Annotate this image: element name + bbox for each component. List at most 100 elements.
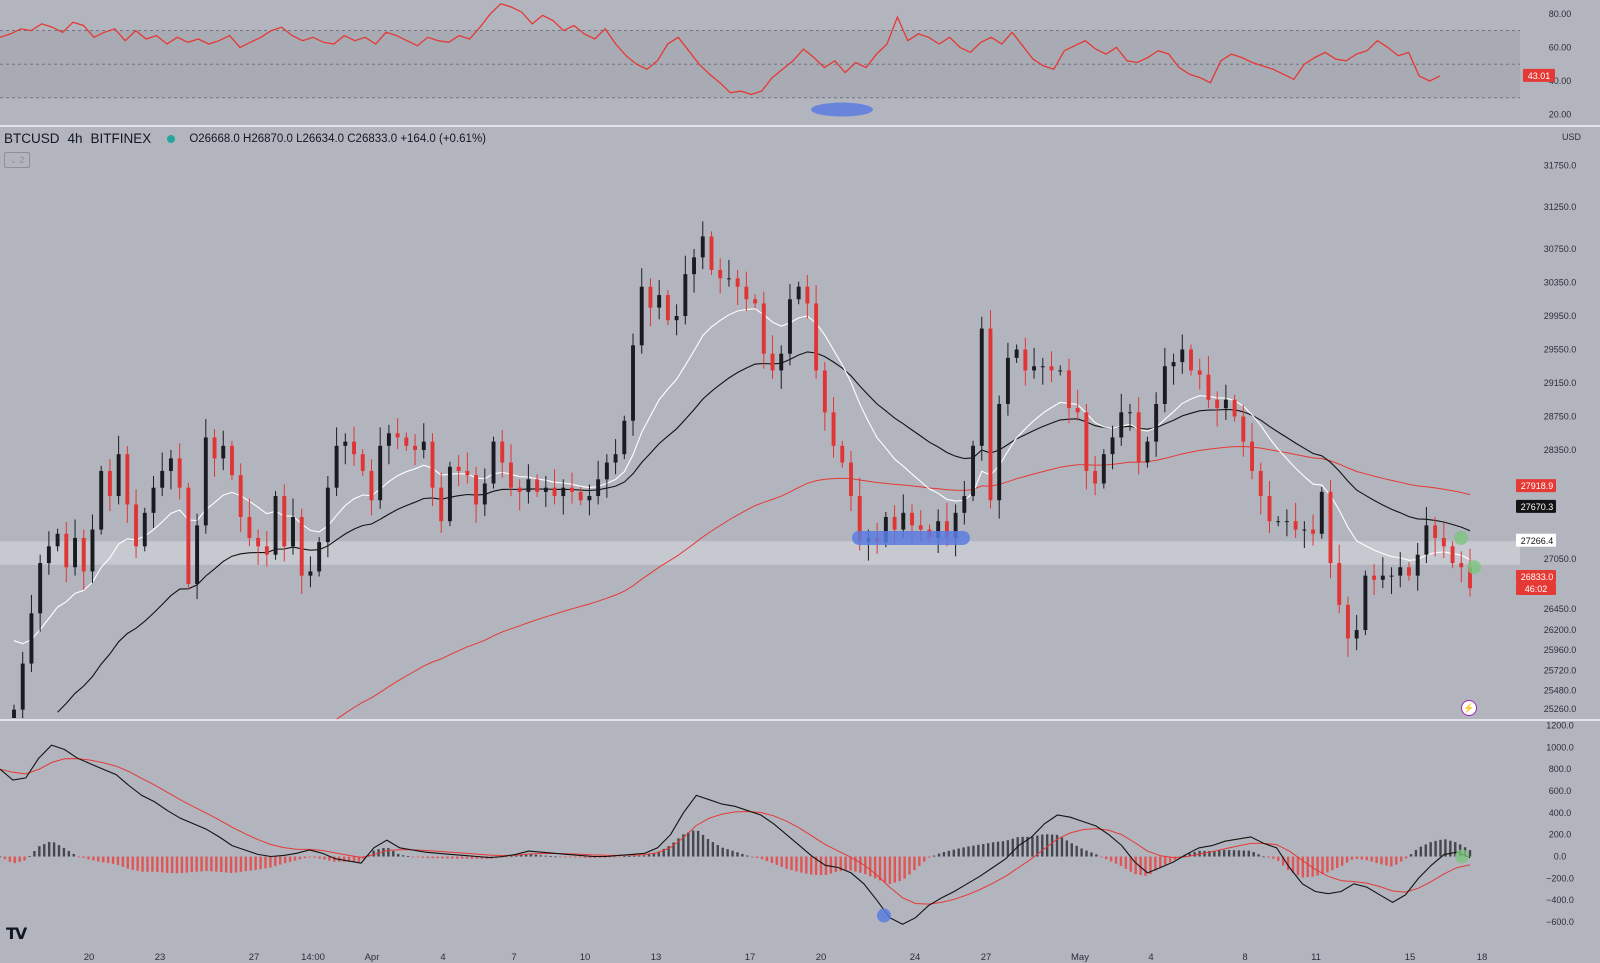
- candle-body: [596, 479, 601, 497]
- macd-histogram-bar: [175, 856, 179, 874]
- candle-body: [517, 487, 522, 492]
- macd-histogram-bar: [106, 856, 110, 864]
- x-axis-tick: 17: [745, 952, 756, 963]
- x-axis-tick: 27: [249, 952, 260, 963]
- candle-body: [1267, 496, 1272, 522]
- macd-histogram-bar: [1296, 856, 1300, 876]
- macd-histogram-bar: [77, 856, 80, 858]
- candle-body: [20, 663, 25, 710]
- macd-histogram-bar: [1080, 848, 1083, 857]
- candle-body: [343, 441, 348, 446]
- candle-body: [787, 299, 792, 354]
- candle-body: [1424, 525, 1429, 555]
- macd-y-tick: 0.0: [1554, 852, 1567, 862]
- candle-body: [151, 487, 156, 513]
- macd-histogram-bar: [731, 850, 734, 857]
- macd-histogram-bar: [701, 834, 705, 857]
- interval-label[interactable]: 4h: [67, 131, 83, 146]
- price-tag-label: 27266.4: [1521, 536, 1554, 546]
- macd-y-tick: −400.0: [1546, 895, 1574, 905]
- macd-histogram-bar: [38, 846, 41, 857]
- candle-body: [814, 303, 819, 371]
- price-y-tick: 27050.0: [1544, 554, 1577, 564]
- macd-histogram-bar: [1404, 856, 1408, 859]
- candle-body: [953, 512, 958, 538]
- candle-body: [1398, 567, 1403, 576]
- candle-body: [203, 437, 208, 526]
- macd-histogram-bar: [1267, 856, 1270, 858]
- macd-histogram-bar: [1070, 843, 1073, 857]
- macd-histogram-bar: [1109, 856, 1113, 862]
- price-y-tick: 26450.0: [1544, 604, 1577, 614]
- lightning-alert-icon[interactable]: ⚡: [1461, 700, 1477, 716]
- candle-body: [1014, 349, 1019, 358]
- macd-histogram-bar: [195, 856, 198, 872]
- macd-histogram-bar: [780, 856, 783, 867]
- candle-body: [526, 479, 531, 492]
- candle-body: [447, 466, 452, 522]
- macd-histogram-bar: [972, 845, 975, 857]
- macd-histogram-bar: [234, 856, 238, 873]
- macd-signal-line: [0, 758, 1471, 905]
- candle-body: [1154, 403, 1159, 442]
- candle-body: [726, 278, 731, 280]
- macd-histogram-bar: [1055, 834, 1059, 857]
- macd-histogram-bar: [657, 851, 660, 857]
- price-y-tick: 31750.0: [1544, 160, 1577, 170]
- macd-histogram-bar: [1045, 834, 1049, 857]
- macd-histogram-bar: [141, 856, 144, 872]
- macd-histogram-bar: [932, 855, 936, 857]
- candle-body: [1354, 630, 1359, 639]
- macd-histogram-bar: [426, 856, 429, 859]
- candle-body: [134, 504, 139, 547]
- macd-histogram-bar: [1419, 846, 1423, 857]
- candle-body: [500, 441, 505, 463]
- macd-histogram-bar: [1124, 856, 1128, 869]
- macd-histogram-bar: [1385, 856, 1388, 866]
- tradingview-logo-icon: TV: [6, 924, 27, 943]
- price-tag-label: 27670.3: [1521, 502, 1554, 512]
- macd-histogram-bar: [1154, 856, 1157, 871]
- candle-body: [334, 445, 339, 488]
- macd-histogram-bar: [406, 856, 410, 857]
- macd-histogram-bar: [1281, 856, 1285, 866]
- macd-histogram-bar: [1272, 856, 1275, 859]
- candle-body: [90, 529, 95, 572]
- macd-histogram-bar: [834, 856, 837, 872]
- macd-histogram-bar: [92, 856, 95, 861]
- candle-body: [1162, 366, 1167, 404]
- currency-selector[interactable]: USD: [1562, 132, 1582, 142]
- macd-histogram-bar: [1144, 856, 1147, 876]
- macd-histogram-bar: [1193, 852, 1196, 857]
- macd-histogram-bar: [239, 856, 243, 872]
- macd-histogram-bar: [279, 856, 282, 865]
- candle-body: [1075, 408, 1080, 413]
- candle-body: [613, 454, 618, 463]
- macd-histogram-bar: [151, 856, 154, 872]
- macd-histogram-bar: [672, 842, 675, 857]
- candle-body: [735, 278, 740, 287]
- candle-body: [665, 295, 670, 321]
- price-tag-label: 26833.0: [1521, 572, 1554, 582]
- macd-histogram-bar: [185, 856, 189, 873]
- candle-body: [1276, 521, 1281, 523]
- x-axis-tick: 15: [1405, 952, 1416, 963]
- macd-histogram-bar: [323, 856, 326, 860]
- price-y-tick: 29550.0: [1544, 345, 1577, 355]
- macd-histogram-bar: [1331, 856, 1334, 871]
- candle-body: [709, 236, 714, 270]
- collapse-indicators-button[interactable]: ⌄ 2: [4, 152, 30, 168]
- market-status-dot-icon: [167, 134, 176, 143]
- candle-body: [1049, 366, 1054, 371]
- macd-histogram-bar: [1001, 841, 1005, 857]
- symbol-name[interactable]: BTCUSD: [4, 131, 60, 146]
- macd-histogram-bar: [1237, 850, 1241, 857]
- macd-histogram-bar: [283, 856, 287, 864]
- candle-body: [195, 525, 200, 585]
- macd-histogram-bar: [1301, 856, 1305, 878]
- candle-body: [587, 496, 592, 501]
- candle-body: [81, 537, 86, 572]
- macd-histogram-bar: [347, 856, 351, 862]
- macd-histogram-bar: [1424, 844, 1427, 857]
